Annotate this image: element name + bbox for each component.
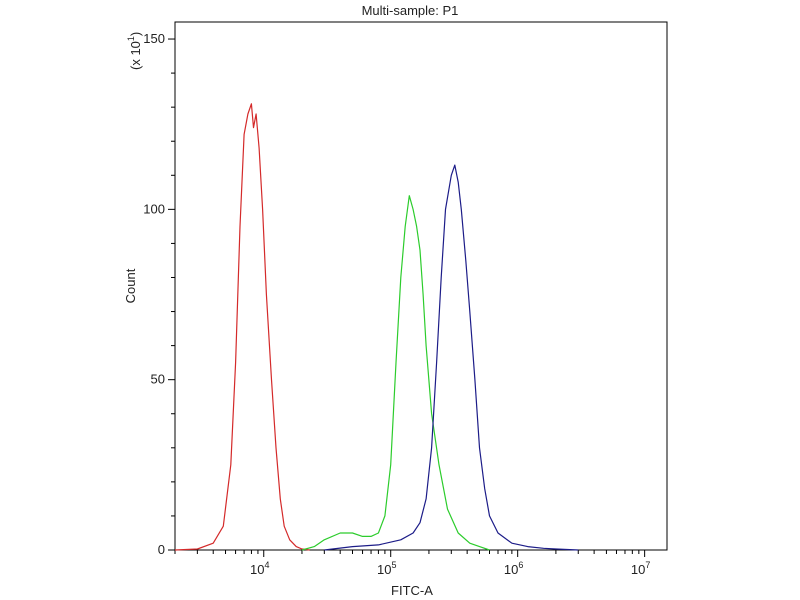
series-layer [174,103,579,551]
x-tick-exponent: 6 [518,560,523,570]
x-tick-base: 10 [250,562,264,577]
y-multiplier-label: (x 101) [126,32,143,70]
y-tick-label: 150 [143,31,165,46]
svg-text:(x 101): (x 101) [126,32,143,70]
x-axis-title: FITC-A [391,583,433,598]
tick-marks [168,38,646,557]
y-axis-title: Count [123,268,138,303]
x-tick-label: 105 [377,560,396,577]
x-tick-base: 10 [504,562,518,577]
y-tick-label: 100 [143,201,165,216]
x-tick-label: 107 [631,560,650,577]
x-tick-label: 104 [250,560,269,577]
x-tick-label: 106 [504,560,523,577]
x-tick-exponent: 7 [645,560,650,570]
y-tick-label: 0 [158,542,165,557]
x-tick-base: 10 [377,562,391,577]
x-tick-base: 10 [631,562,645,577]
y-multiplier-exponent: 1 [126,36,136,41]
series-line-3 [324,164,579,551]
y-tick-label: 50 [151,372,165,387]
y-multiplier-base: (x 10 [128,41,143,70]
x-tick-exponent: 4 [264,560,269,570]
series-line-2 [301,195,490,551]
x-tick-exponent: 5 [391,560,396,570]
chart-title: Multi-sample: P1 [362,3,459,18]
series-line-1 [174,103,310,551]
y-multiplier-close: ) [128,32,143,36]
plot-frame [174,21,668,551]
